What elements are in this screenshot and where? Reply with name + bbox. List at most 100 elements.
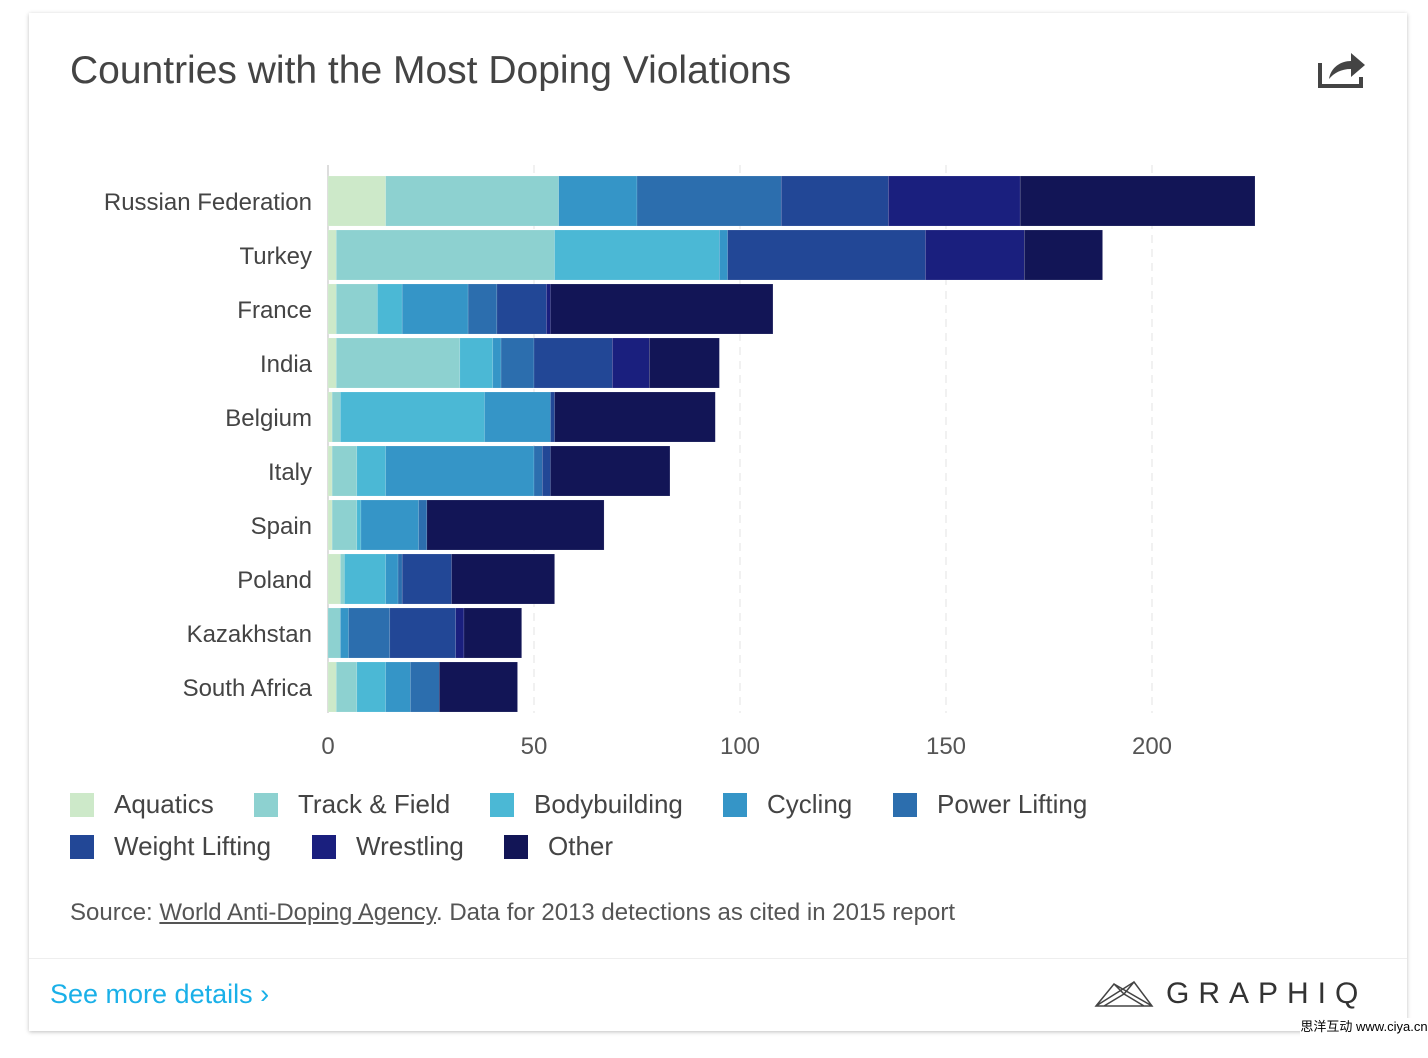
y-category-label: Italy xyxy=(268,459,312,486)
source-prefix: Source: xyxy=(70,899,160,926)
legend-swatch xyxy=(723,792,747,817)
bar-segment xyxy=(356,661,386,713)
bar-segment xyxy=(888,175,1021,227)
bar-segment xyxy=(385,445,535,497)
graphiq-logo: GRAPHIQ xyxy=(1094,977,1367,1011)
y-category-label: Belgium xyxy=(225,405,312,432)
source-note: Source: World Anti-Doping Agency. Data f… xyxy=(70,899,955,927)
bar-segment xyxy=(459,337,494,389)
bar-segment xyxy=(455,607,465,659)
legend-label: Bodybuilding xyxy=(534,789,683,819)
bar-segment xyxy=(327,553,341,605)
bar-segment xyxy=(727,229,926,281)
bar-segment xyxy=(356,499,362,551)
legend-item[interactable]: Wrestling xyxy=(312,831,464,862)
bar-segment xyxy=(327,391,333,443)
bar-segment xyxy=(636,175,782,227)
legend-label: Other xyxy=(548,831,614,861)
bar-segment xyxy=(327,607,341,659)
x-tick-label: 200 xyxy=(1132,733,1172,760)
bar-segment xyxy=(401,553,452,605)
footer: See more details › GRAPHIQ xyxy=(29,958,1407,1032)
bar-segment xyxy=(340,607,349,659)
y-category-label: Russian Federation xyxy=(104,189,312,216)
bar-segment xyxy=(335,283,378,335)
bar-segment xyxy=(550,391,555,443)
bar-segment xyxy=(463,607,522,659)
legend-item[interactable]: Cycling xyxy=(723,789,852,820)
legend-item[interactable]: Track & Field xyxy=(254,789,450,820)
legend-swatch xyxy=(70,792,94,817)
legend-item[interactable]: Aquatics xyxy=(70,789,214,820)
bar-segment xyxy=(385,553,399,605)
legend-item[interactable]: Other xyxy=(504,831,613,862)
bar-segment xyxy=(418,499,428,551)
source-link[interactable]: World Anti-Doping Agency xyxy=(159,899,436,926)
legend-item[interactable]: Bodybuilding xyxy=(490,789,683,820)
x-tick-label: 50 xyxy=(521,733,548,760)
bar-segment xyxy=(401,283,469,335)
bar-segment xyxy=(335,229,555,281)
watermark: 思洋互动 www.ciya.cn xyxy=(1300,1018,1428,1058)
legend-label: Aquatics xyxy=(114,789,214,819)
legend-item[interactable]: Power Lifting xyxy=(893,789,1087,820)
bar-segment xyxy=(1024,229,1103,281)
share-icon[interactable] xyxy=(1317,49,1367,89)
bar-segment xyxy=(360,499,419,551)
bar-segment xyxy=(546,283,551,335)
bar-segment xyxy=(426,499,605,551)
bar-segment xyxy=(385,661,411,713)
bar-segment xyxy=(554,229,720,281)
bar-segment xyxy=(340,553,345,605)
bar-segment xyxy=(612,337,650,389)
bar-segment xyxy=(327,283,337,335)
bar-segment xyxy=(533,337,613,389)
y-category-label: South Africa xyxy=(183,675,313,702)
bar-segment xyxy=(550,283,774,335)
bar-segment xyxy=(649,337,720,389)
bar-segment xyxy=(331,445,358,497)
chart-title: Countries with the Most Doping Violation… xyxy=(70,49,792,92)
bar-segment xyxy=(451,553,555,605)
bar-segment xyxy=(500,337,535,389)
bar-segment xyxy=(327,499,333,551)
bar-segment xyxy=(1019,175,1256,227)
bar-segment xyxy=(410,661,440,713)
bar-segment xyxy=(925,229,1025,281)
bar-segment xyxy=(327,337,337,389)
bar-segment xyxy=(719,229,728,281)
bar-segment xyxy=(356,445,386,497)
bar-chart: 0 50 100 150 200 Russian Federation Turkey Fran… xyxy=(104,165,1256,760)
see-more-link[interactable]: See more details › xyxy=(50,979,270,1009)
bar-segment xyxy=(335,661,358,713)
legend-item[interactable]: Weight Lifting xyxy=(70,831,271,862)
bar-segment xyxy=(541,445,551,497)
legend-label: Cycling xyxy=(767,789,853,819)
bar-segment xyxy=(397,553,403,605)
bar-segment xyxy=(389,607,456,659)
legend-swatch xyxy=(893,792,917,817)
bar-segment xyxy=(550,445,671,497)
y-category-label: Kazakhstan xyxy=(187,621,312,648)
bar-segment xyxy=(558,175,638,227)
legend-swatch xyxy=(504,834,528,859)
bar-segment xyxy=(348,607,391,659)
bar-segment xyxy=(554,391,716,443)
legend-label: Weight Lifting xyxy=(114,831,272,861)
bar-segment xyxy=(327,229,337,281)
y-category-label: Poland xyxy=(237,567,312,594)
bar-segment xyxy=(340,391,485,443)
y-category-label: India xyxy=(260,351,313,378)
source-suffix: . Data for 2013 detections as cited in 2… xyxy=(436,899,955,926)
chart-card: Countries with the Most Doping Violation… xyxy=(29,13,1407,1031)
legend-swatch xyxy=(254,792,278,817)
bar-segment xyxy=(438,661,518,713)
bar-segment xyxy=(331,499,358,551)
y-category-label: Spain xyxy=(251,513,312,540)
legend-label: Power Lifting xyxy=(937,789,1088,819)
bar-segment xyxy=(331,391,341,443)
bar-segment xyxy=(492,337,502,389)
x-tick-label: 100 xyxy=(720,733,760,760)
bar-segment xyxy=(344,553,386,605)
bar-segment xyxy=(377,283,403,335)
